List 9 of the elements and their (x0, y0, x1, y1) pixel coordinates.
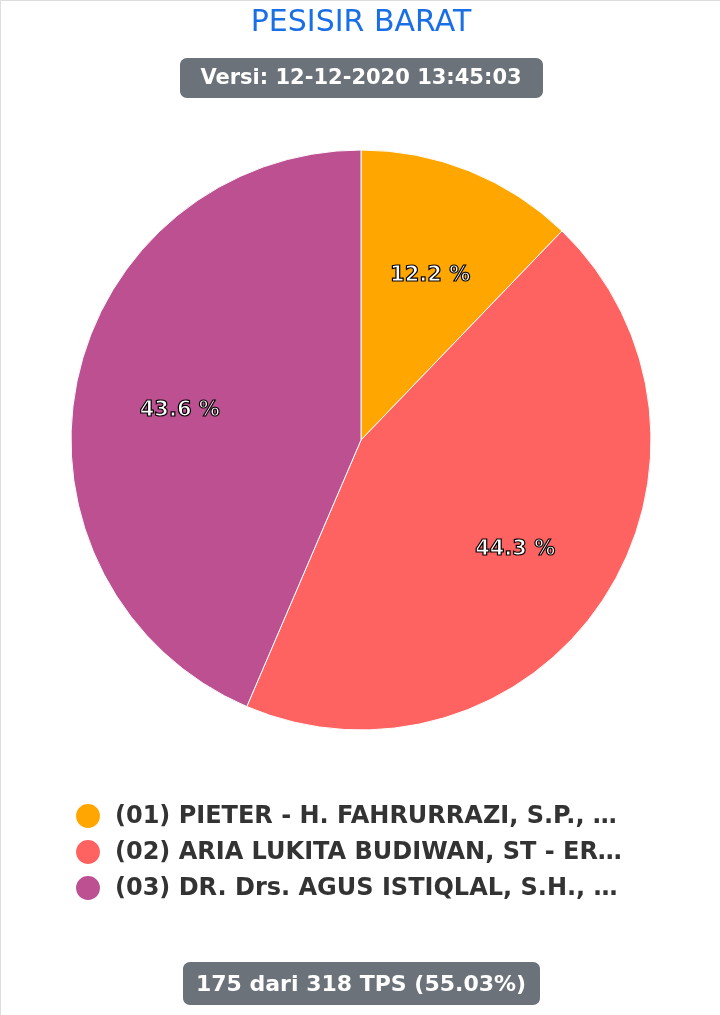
data-label: 12.2 % (390, 262, 471, 287)
text: 175 dari 318 TPS (55.03%) (195, 970, 527, 996)
data-label: 43.6 % (139, 396, 220, 421)
chart-subtitle: Versi: 12-12-2020 13:45:03 (200, 65, 522, 89)
legend-label: (02) ARIA LUKITA BUDIWAN, ST - ER… (115, 837, 622, 865)
chart-title: PESISIR BARAT (250, 3, 472, 38)
data-label: 44.3 % (475, 536, 556, 561)
legend-label: (01) PIETER - H. FAHRURRAZI, S.P., … (115, 801, 617, 829)
legend-label: (03) DR. Drs. AGUS ISTIQLAL, S.H., … (115, 873, 618, 901)
